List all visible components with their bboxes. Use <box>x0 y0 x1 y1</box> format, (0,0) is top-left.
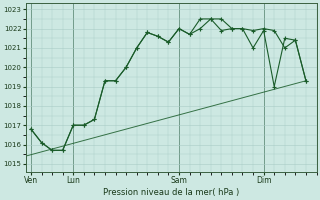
X-axis label: Pression niveau de la mer( hPa ): Pression niveau de la mer( hPa ) <box>103 188 239 197</box>
